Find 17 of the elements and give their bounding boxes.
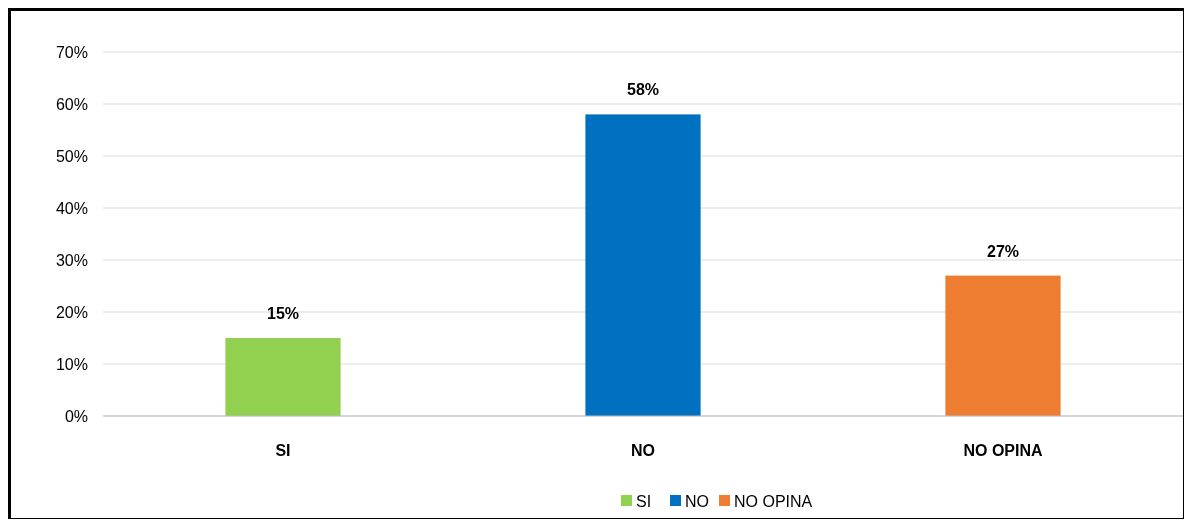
y-tick-label: 40% xyxy=(55,199,88,217)
y-tick-label: 10% xyxy=(55,355,88,373)
x-tick-label: NO xyxy=(631,442,655,459)
data-label: 15% xyxy=(266,305,300,322)
x-tick-label: NO OPINA xyxy=(963,442,1043,459)
y-tick-label: 70% xyxy=(55,43,88,61)
y-tick-label: 0% xyxy=(64,407,88,425)
y-tick-label: 30% xyxy=(55,251,88,269)
legend-label: NO xyxy=(685,492,709,510)
data-label: 27% xyxy=(986,242,1020,260)
y-tick-label: 20% xyxy=(55,303,88,321)
legend-label: SI xyxy=(636,492,652,510)
data-label: 58% xyxy=(626,81,660,99)
x-tick-label: SI xyxy=(275,442,291,459)
y-tick-label: 50% xyxy=(55,147,88,165)
legend-label: NO OPINA xyxy=(734,492,813,510)
y-tick-label: 60% xyxy=(55,95,88,113)
